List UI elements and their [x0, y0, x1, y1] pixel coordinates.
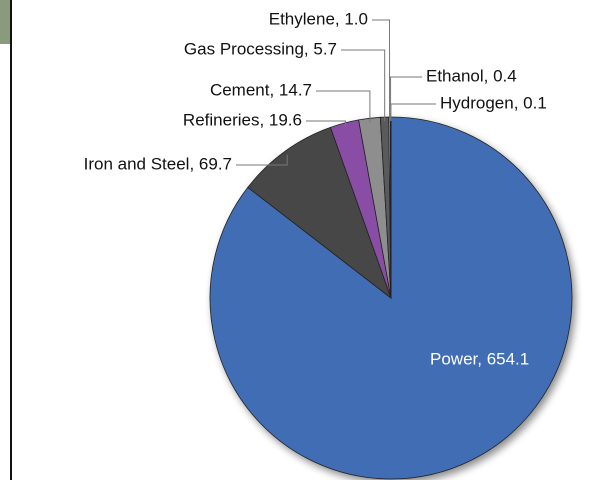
frame-edge: [10, 0, 12, 480]
leader-line: [372, 19, 391, 122]
leader-line: [341, 49, 386, 122]
leader-line: [390, 103, 436, 122]
leader-line: [306, 120, 346, 127]
slice-label: Cement, 14.7: [210, 80, 312, 99]
pie-slice: [247, 126, 392, 300]
slice-label: Refineries, 19.6: [183, 110, 302, 129]
slice-label: Ethylene, 1.0: [269, 9, 368, 28]
slice-label: Gas Processing, 5.7: [184, 39, 337, 58]
slice-label: Iron and Steel, 69.7: [84, 154, 232, 173]
pie: [209, 116, 573, 480]
leader-line: [316, 90, 371, 123]
slice-label: Hydrogen, 0.1: [440, 93, 547, 112]
leader-line: [236, 154, 288, 166]
inner-label: Power, 654.1: [430, 349, 529, 368]
leader-line: [390, 76, 422, 122]
map-fragment: [0, 0, 10, 44]
slice-label: Ethanol, 0.4: [426, 66, 517, 85]
